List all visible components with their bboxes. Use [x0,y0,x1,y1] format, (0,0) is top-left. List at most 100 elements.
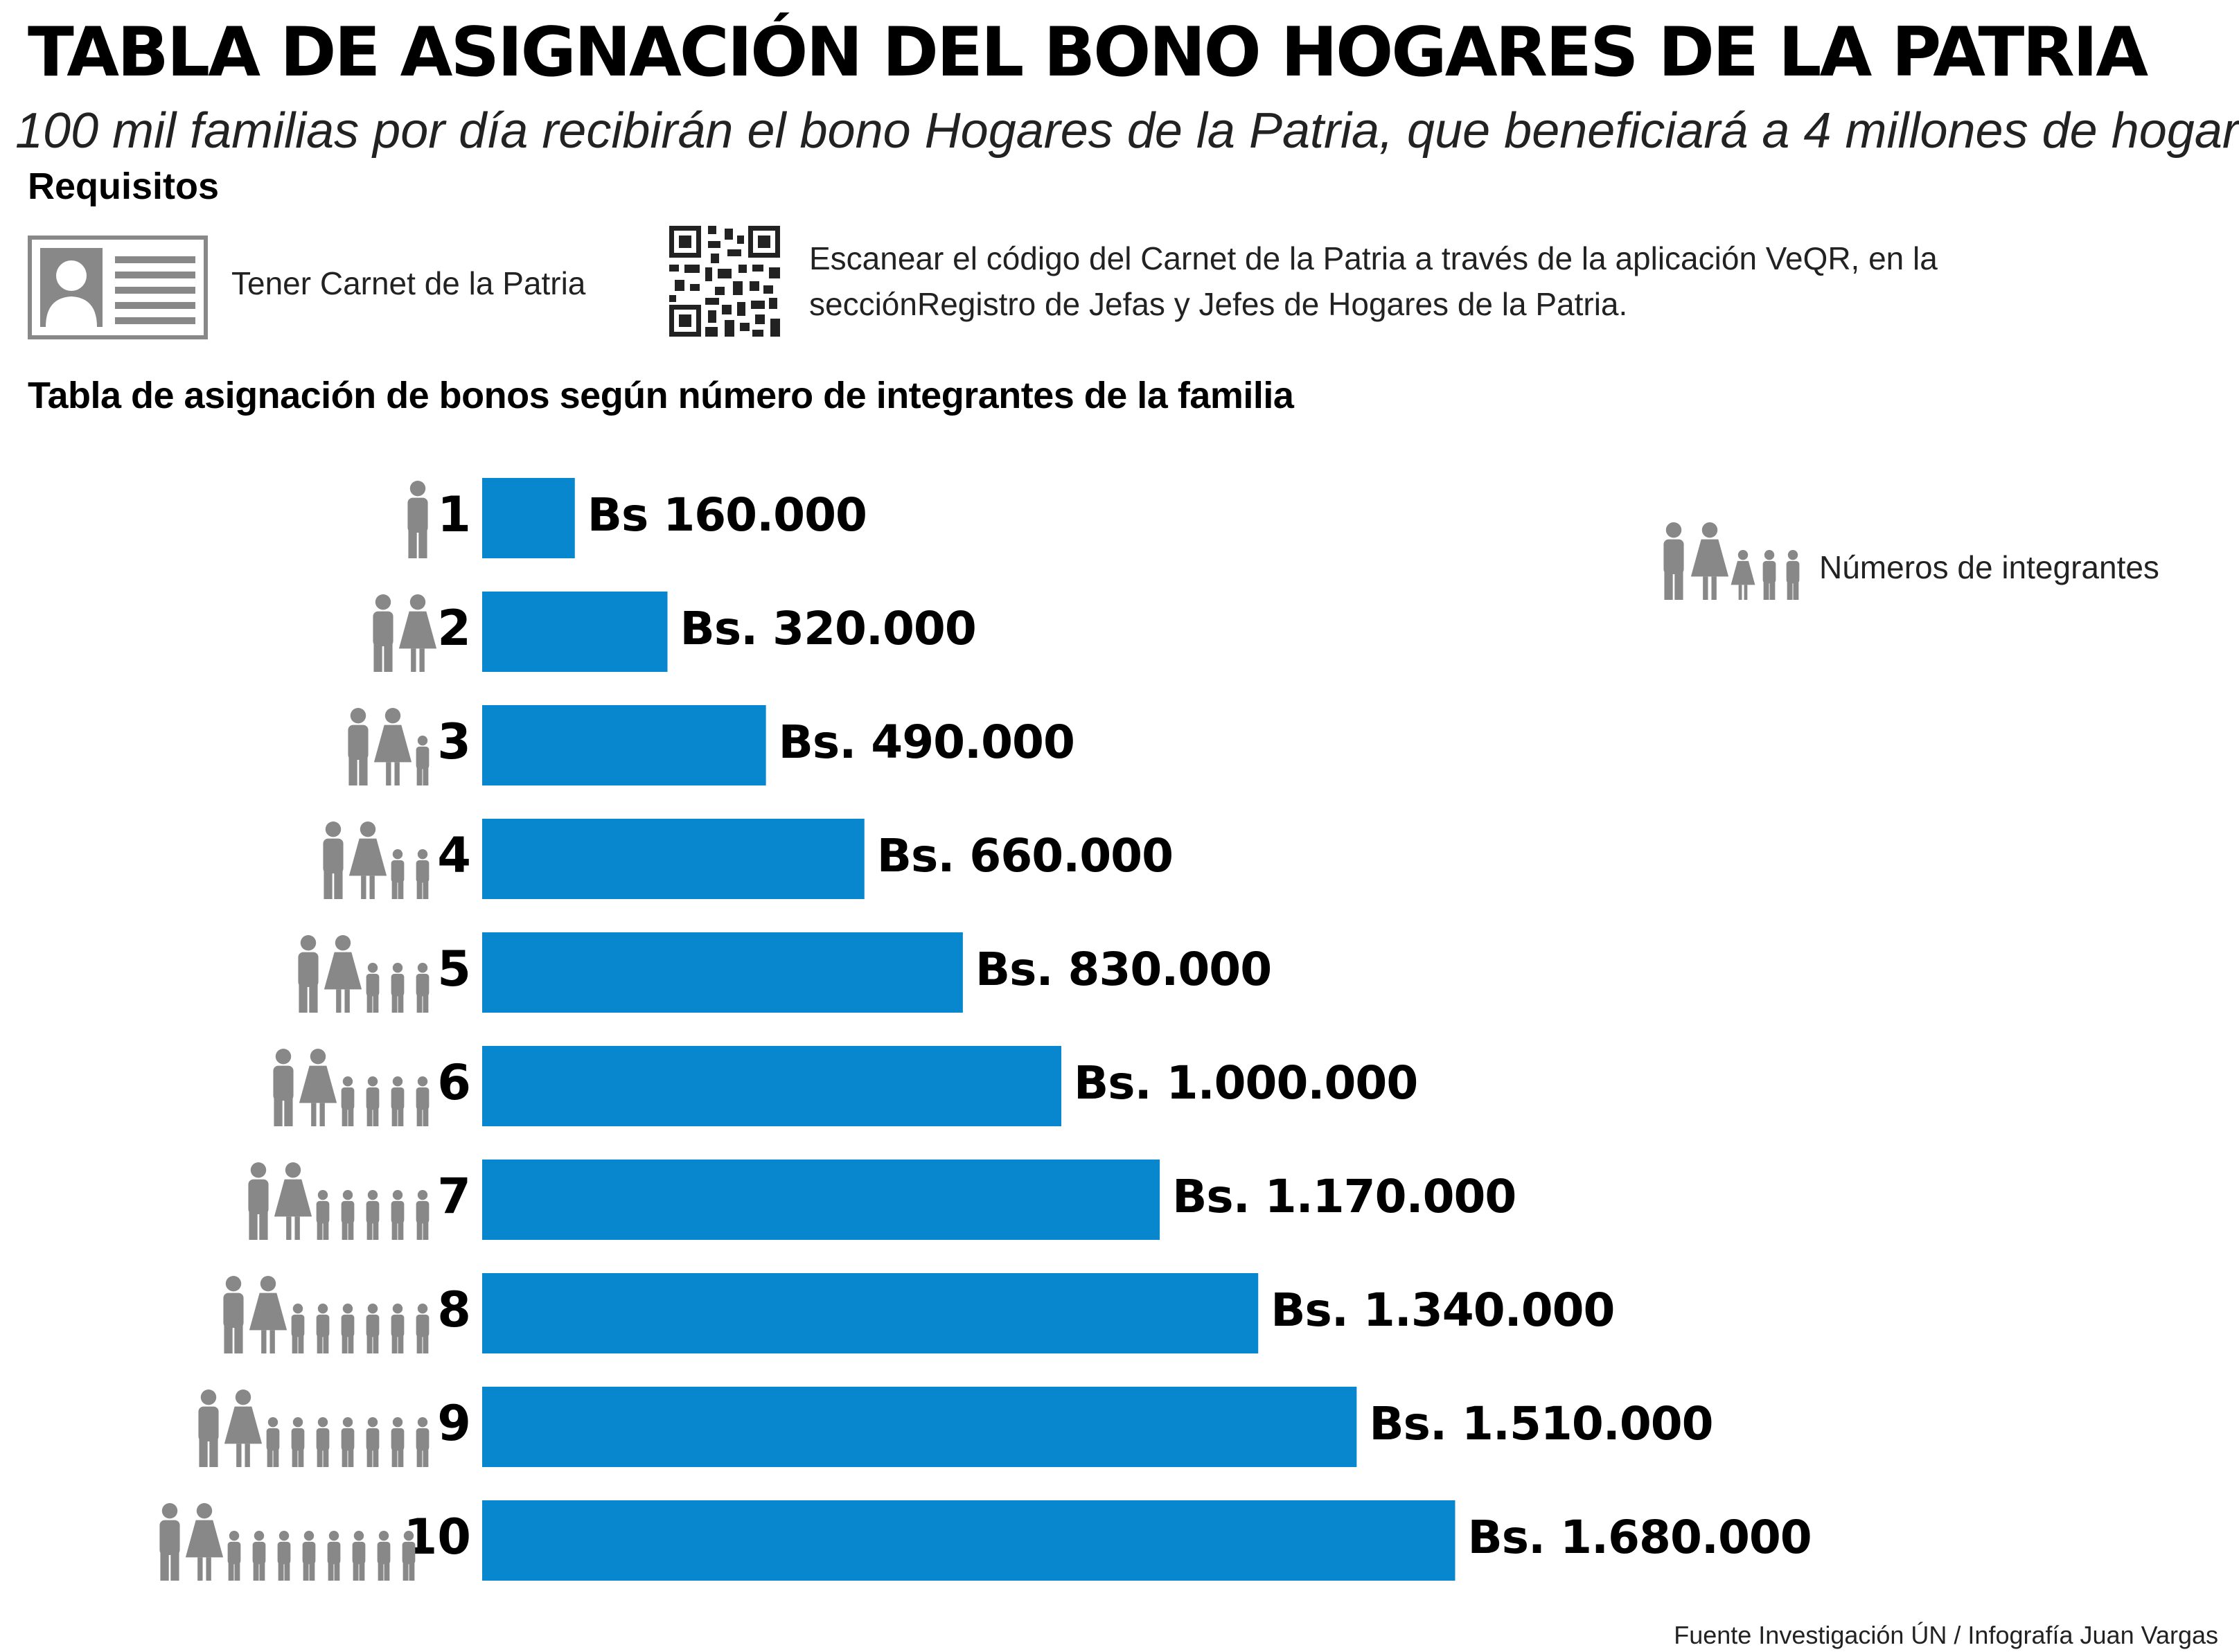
category-label: 6 [437,1054,471,1111]
row-person-icon [366,1076,380,1126]
bar-value-label: Bs. 320.000 [680,602,976,655]
bar-value-label: Bs 160.000 [587,488,867,542]
row-person-icon [252,1531,266,1581]
category-label: 3 [437,713,471,770]
row-person-icon [348,821,387,899]
row-person-icon [416,963,430,1013]
row-person-icon [407,481,428,558]
row-person-icon [324,935,362,1013]
bar [482,1160,1160,1240]
row-person-icon [402,1531,416,1581]
bar-value-label: Bs. 1.000.000 [1074,1056,1417,1110]
row-person-icon [248,1162,269,1240]
category-label: 4 [437,827,471,884]
row-person-icon [224,1389,263,1467]
row-person-icon [316,1417,330,1467]
category-label: 5 [437,941,471,997]
row-person-icon [185,1503,224,1581]
bar [482,932,963,1013]
row-person-icon [416,1076,430,1126]
family-icon [407,481,428,558]
row-person-icon [223,1276,244,1353]
legend-man-icon [1663,522,1684,600]
family-icon [273,1049,430,1126]
source-credit: Fuente Investigación ÚN / Infografía Jua… [1674,1621,2218,1649]
row-person-icon [277,1531,291,1581]
legend-boy-icon [1762,550,1776,600]
row-person-icon [316,1190,330,1240]
bar-value-label: Bs. 830.000 [975,943,1271,996]
row-person-icon [391,1190,405,1240]
row-person-icon [298,935,319,1013]
bar [482,1500,1455,1581]
bar [482,592,668,672]
row-person-icon [159,1503,180,1581]
bar-value-label: Bs. 1.680.000 [1467,1511,1811,1564]
bar-value-label: Bs. 1.170.000 [1172,1170,1516,1223]
family-icon [1663,522,1800,600]
bar-chart: Bs 160.000 1 Bs. 320.000 2 Bs. 490.000 3 Bs. 6… [159,478,1812,1581]
row-person-icon [198,1389,219,1467]
family-icon [223,1276,430,1353]
row-person-icon [366,963,380,1013]
row-person-icon [366,1417,380,1467]
row-person-icon [299,1049,337,1126]
category-label: 2 [437,600,471,657]
requirement-qr-text: Escanear el código del Carnet de la Patr… [809,240,1938,322]
chart-title: Tabla de asignación de bonos según númer… [28,375,1294,416]
bar [482,478,575,558]
category-label: 7 [437,1168,471,1225]
row-person-icon [316,1304,330,1353]
bar [482,1273,1259,1353]
category-label: 1 [437,486,471,543]
row-person-icon [398,594,437,672]
qr-code-icon [669,226,780,337]
row-person-icon [266,1417,280,1467]
row-person-icon [341,1190,355,1240]
family-icon [159,1503,416,1581]
row-person-icon [291,1417,305,1467]
row-person-icon [341,1076,355,1126]
bar-value-label: Bs. 1.340.000 [1271,1284,1614,1337]
row-person-icon [391,1076,405,1126]
row-person-icon [416,849,430,899]
row-person-icon [327,1531,341,1581]
row-person-icon [341,1304,355,1353]
row-person-icon [416,1417,430,1467]
category-label: 8 [437,1281,471,1338]
bar [482,1046,1061,1126]
id-card-icon [28,236,208,339]
category-label: 9 [437,1395,471,1452]
row-person-icon [366,1304,380,1353]
row-person-icon [391,963,405,1013]
row-person-icon [366,1190,380,1240]
row-person-icon [249,1276,287,1353]
requirements-heading: Requisitos [28,166,220,207]
family-icon [323,821,430,899]
row-person-icon [391,849,405,899]
page-subtitle: 100 mil familias por día recibirán el bo… [15,103,2239,159]
page-title: TABLA DE ASIGNACIÓN DEL BONO HOGARES DE … [28,13,2148,92]
family-icon [248,1162,430,1240]
legend-woman-icon [1690,522,1729,600]
bar-value-label: Bs. 660.000 [877,829,1173,882]
legend-boy-icon [1786,550,1800,600]
legend-label: Números de integrantes [1819,549,2159,585]
row-person-icon [291,1304,305,1353]
row-person-icon [227,1531,241,1581]
row-person-icon [348,708,369,785]
requirement-carnet-text: Tener Carnet de la Patria [231,265,586,301]
row-person-icon [341,1417,355,1467]
family-icon [198,1389,430,1467]
legend-girl-icon [1731,550,1755,600]
row-person-icon [377,1531,391,1581]
bar [482,819,865,899]
row-person-icon [416,736,430,785]
row-person-icon [373,594,393,672]
row-person-icon [352,1531,366,1581]
row-person-icon [391,1304,405,1353]
row-person-icon [273,1049,294,1126]
row-person-icon [302,1531,316,1581]
row-person-icon [416,1304,430,1353]
family-icon [373,594,437,672]
